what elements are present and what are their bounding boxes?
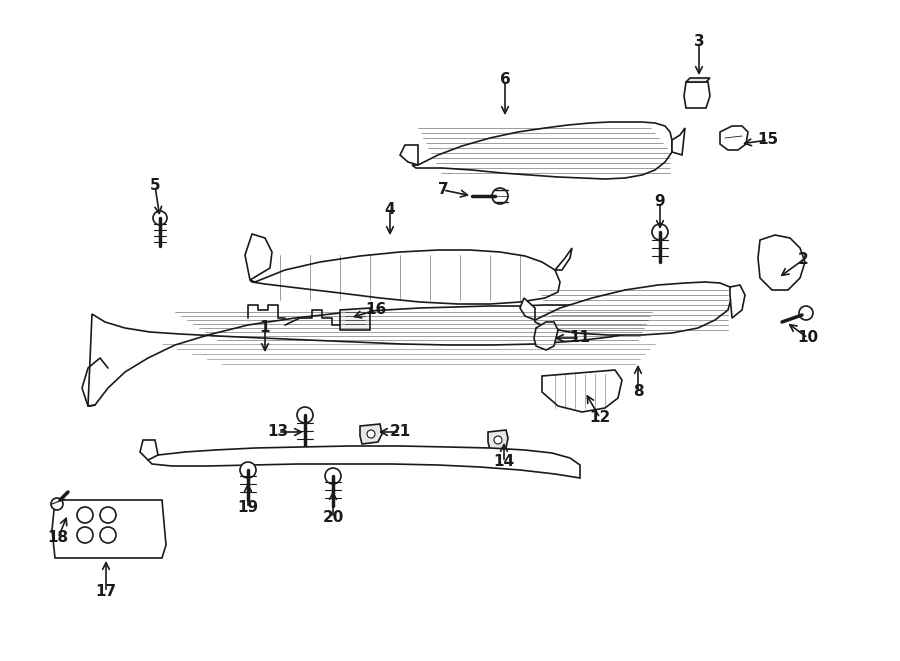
Polygon shape [245,234,272,280]
Circle shape [799,306,813,320]
Polygon shape [140,440,158,460]
Circle shape [325,468,341,484]
Text: 4: 4 [384,202,395,217]
Text: 11: 11 [570,330,590,346]
Polygon shape [684,82,710,108]
Polygon shape [534,322,558,350]
Text: 1: 1 [260,321,270,336]
Text: 19: 19 [238,500,258,516]
Polygon shape [148,446,580,478]
Polygon shape [52,500,166,558]
Polygon shape [520,298,535,320]
Polygon shape [720,126,748,150]
Text: 5: 5 [149,178,160,194]
Text: 10: 10 [797,330,819,346]
Circle shape [51,498,63,510]
Polygon shape [88,305,655,406]
Circle shape [153,211,167,225]
Circle shape [77,527,93,543]
Text: 16: 16 [365,303,387,317]
Circle shape [652,224,668,240]
Polygon shape [340,308,370,330]
Text: 14: 14 [493,455,515,469]
Circle shape [494,436,502,444]
Circle shape [77,507,93,523]
Text: 20: 20 [322,510,344,525]
Polygon shape [360,424,382,444]
Circle shape [367,430,375,438]
Polygon shape [758,235,805,290]
Polygon shape [686,78,710,82]
Text: 8: 8 [633,385,643,399]
Text: 2: 2 [797,253,808,268]
Text: 18: 18 [48,531,68,545]
Polygon shape [488,430,508,450]
Circle shape [492,188,508,204]
Text: 21: 21 [390,424,410,440]
Polygon shape [400,145,418,165]
Text: 3: 3 [694,34,705,50]
Text: 12: 12 [590,410,610,426]
Text: 9: 9 [654,194,665,210]
Circle shape [100,507,116,523]
Text: 17: 17 [95,584,117,600]
Polygon shape [542,370,622,412]
Polygon shape [412,122,672,179]
Polygon shape [730,285,745,318]
Polygon shape [535,282,732,335]
Circle shape [100,527,116,543]
Circle shape [297,407,313,423]
Text: 7: 7 [437,182,448,198]
Text: 15: 15 [758,132,778,147]
Text: 6: 6 [500,73,510,87]
Polygon shape [672,128,685,155]
Polygon shape [250,250,560,304]
Text: 13: 13 [267,424,289,440]
Polygon shape [555,248,572,270]
Circle shape [240,462,256,478]
